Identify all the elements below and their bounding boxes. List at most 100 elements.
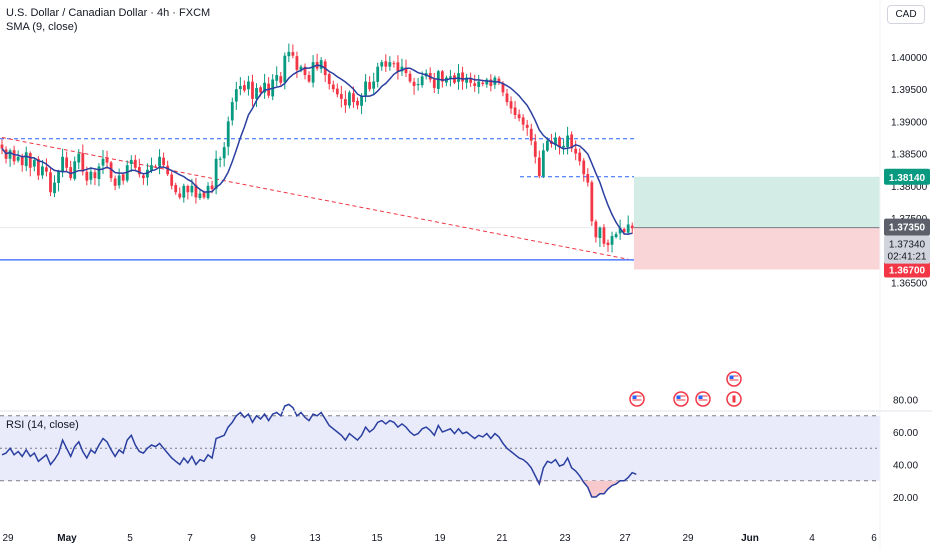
candle-down	[162, 152, 165, 167]
currency-button[interactable]: CAD	[887, 5, 925, 24]
candle-up	[146, 163, 149, 186]
candle-down	[408, 70, 412, 84]
flag-stripe	[698, 401, 708, 403]
candle-body	[263, 82, 266, 93]
candle-up	[562, 139, 565, 155]
candle-body	[238, 85, 242, 90]
candle-down	[344, 90, 347, 113]
candle-body	[49, 172, 52, 193]
candle-body	[578, 152, 582, 162]
chart-header: U.S. Dollar / Canadian Dollar · 4h · FXC…	[6, 6, 210, 34]
candle-down	[331, 80, 335, 93]
candle-body	[360, 95, 363, 106]
ca-flag-icon[interactable]	[726, 391, 742, 407]
candle-body	[198, 193, 202, 198]
us-flag-icon[interactable]	[726, 371, 742, 387]
profit-zone	[634, 176, 880, 228]
take-profit-price-box	[884, 168, 930, 185]
candle-up	[287, 43, 291, 63]
stop-loss-price-box	[884, 261, 930, 278]
candle-body	[243, 85, 246, 91]
candle-body	[20, 156, 24, 166]
us-flag-icon[interactable]	[695, 391, 711, 407]
rsi-line	[1, 403, 637, 498]
take-profit-price-label: 1.38140	[889, 173, 926, 184]
candle-body	[400, 66, 404, 72]
candle-body	[537, 157, 541, 177]
candle-body	[420, 76, 424, 86]
candle-body	[291, 52, 295, 56]
loss-zone	[634, 227, 880, 270]
candle-body	[521, 117, 525, 125]
candle-down	[295, 51, 299, 79]
time-tick-label: 13	[309, 533, 321, 544]
candle-body	[251, 81, 254, 99]
candle-body	[525, 124, 529, 128]
rsi-indicator-label[interactable]: RSI (14, close)	[6, 419, 79, 431]
candle-down	[251, 74, 254, 107]
sma-line	[1, 64, 633, 235]
candle-body	[513, 107, 517, 115]
time-tick-label: 7	[187, 533, 193, 544]
candle-body	[28, 153, 32, 168]
candle-body	[558, 137, 561, 148]
flag-stripe	[676, 399, 686, 401]
time-tick-label: 5	[127, 533, 133, 544]
candle-down	[505, 88, 509, 106]
candle-body	[57, 171, 60, 183]
candle-down	[392, 60, 396, 68]
flag-stripe	[729, 377, 739, 379]
symbol-title[interactable]: U.S. Dollar / Canadian Dollar · 4h · FXC…	[6, 7, 211, 19]
candle-body	[319, 60, 323, 69]
candle-down	[570, 131, 574, 153]
candle-down	[142, 172, 145, 185]
candle-body	[133, 159, 137, 168]
flag-stripe	[632, 397, 642, 399]
candle-body	[69, 167, 73, 179]
candle-up	[372, 72, 376, 95]
sma-indicator-label[interactable]: SMA (9, close)	[6, 21, 78, 33]
candle-up	[554, 132, 557, 150]
candle-body	[461, 72, 464, 82]
candle-body	[16, 156, 20, 161]
candle-body	[93, 172, 97, 179]
candle-body	[214, 158, 218, 189]
candle-body	[392, 63, 396, 65]
flag-stripe	[698, 397, 708, 399]
us-flag-icon[interactable]	[629, 391, 645, 407]
candle-body	[73, 161, 77, 179]
candle-body	[590, 182, 594, 222]
candle-down	[521, 114, 525, 131]
candle-down	[267, 77, 271, 99]
candle-down	[4, 146, 8, 164]
candle-up	[275, 66, 279, 87]
candle-down	[186, 184, 190, 200]
candle-body	[12, 150, 16, 162]
candle-body	[166, 165, 170, 175]
annotation-lines	[0, 137, 634, 261]
candle-body	[279, 76, 283, 83]
candle-down	[602, 224, 606, 247]
maple-leaf	[732, 395, 736, 403]
candle-up	[380, 59, 384, 71]
candle-body	[45, 167, 48, 172]
candle-body	[142, 175, 145, 179]
rsi-tick-label: 20.00	[893, 493, 918, 504]
candle-body	[327, 74, 331, 85]
candle-down	[517, 109, 521, 122]
candle-down	[606, 239, 610, 252]
candle-down	[558, 135, 561, 155]
candle-body	[582, 160, 586, 175]
candle-body	[618, 227, 622, 234]
flag-canton	[676, 395, 681, 399]
flag-stripe	[676, 401, 686, 403]
candle-body	[509, 101, 513, 109]
candle-body	[630, 225, 634, 229]
candle-body	[473, 83, 477, 86]
candle-body	[97, 166, 101, 180]
candle-down	[113, 175, 117, 191]
candle-down	[178, 187, 182, 200]
us-flag-icon[interactable]	[673, 391, 689, 407]
candle-down	[133, 154, 137, 171]
